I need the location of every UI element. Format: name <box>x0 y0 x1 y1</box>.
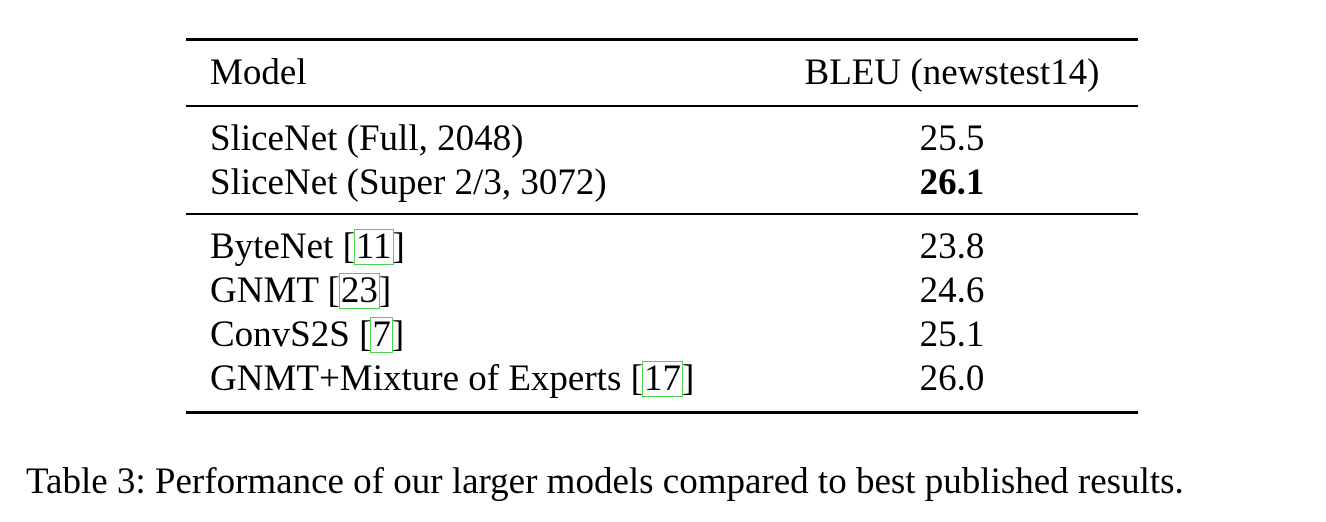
model-name-cell: GNMT+Mixture of Experts [17] <box>210 358 695 399</box>
bleu-score: 25.1 <box>919 314 985 355</box>
model-name-cell: ConvS2S [7] <box>210 314 405 355</box>
bleu-score: 25.5 <box>919 118 985 159</box>
bleu-score: 26.0 <box>919 358 985 399</box>
citation-link[interactable]: 7 <box>370 314 393 355</box>
slicenet-results-group: SliceNet (Full, 2048) 25.5 SliceNet (Sup… <box>186 106 1138 215</box>
results-table: Model BLEU (newstest14) SliceNet (Full, … <box>186 38 1138 414</box>
citation-link[interactable]: 23 <box>338 270 380 311</box>
model-name: ConvS2S <box>210 314 350 355</box>
table-row: ByteNet [11] 23.8 <box>186 214 1138 269</box>
header-model: Model <box>186 39 790 107</box>
model-name-cell: ByteNet [11] <box>210 226 405 267</box>
model-name: SliceNet (Super 2/3, 3072) <box>186 161 790 215</box>
table-header-row: Model BLEU (newstest14) <box>186 39 1138 107</box>
model-name: GNMT+Mixture of Experts <box>210 358 622 399</box>
results-table-container: Model BLEU (newstest14) SliceNet (Full, … <box>186 38 1138 414</box>
model-name: ByteNet <box>210 226 334 267</box>
table-row: SliceNet (Full, 2048) 25.5 <box>186 106 1138 161</box>
citation-link[interactable]: 17 <box>641 358 683 399</box>
table-row: ConvS2S [7] 25.1 <box>186 313 1138 357</box>
model-name: SliceNet (Full, 2048) <box>210 118 524 159</box>
published-results-group: ByteNet [11] 23.8 GNMT [23] 24.6 ConvS2S… <box>186 214 1138 413</box>
table-row: GNMT+Mixture of Experts [17] 26.0 <box>186 357 1138 413</box>
model-name-cell: GNMT [23] <box>210 270 392 311</box>
table-row: GNMT [23] 24.6 <box>186 269 1138 313</box>
table-row: SliceNet (Super 2/3, 3072) 26.1 <box>186 161 1138 215</box>
model-name: GNMT <box>210 270 319 311</box>
header-bleu: BLEU (newstest14) <box>790 39 1138 107</box>
bleu-score: 24.6 <box>919 270 985 311</box>
bleu-score-best: 26.1 <box>790 161 1138 215</box>
table-caption: Table 3: Performance of our larger model… <box>26 461 1184 502</box>
citation-link[interactable]: 11 <box>353 226 394 267</box>
bleu-score: 23.8 <box>919 226 985 267</box>
